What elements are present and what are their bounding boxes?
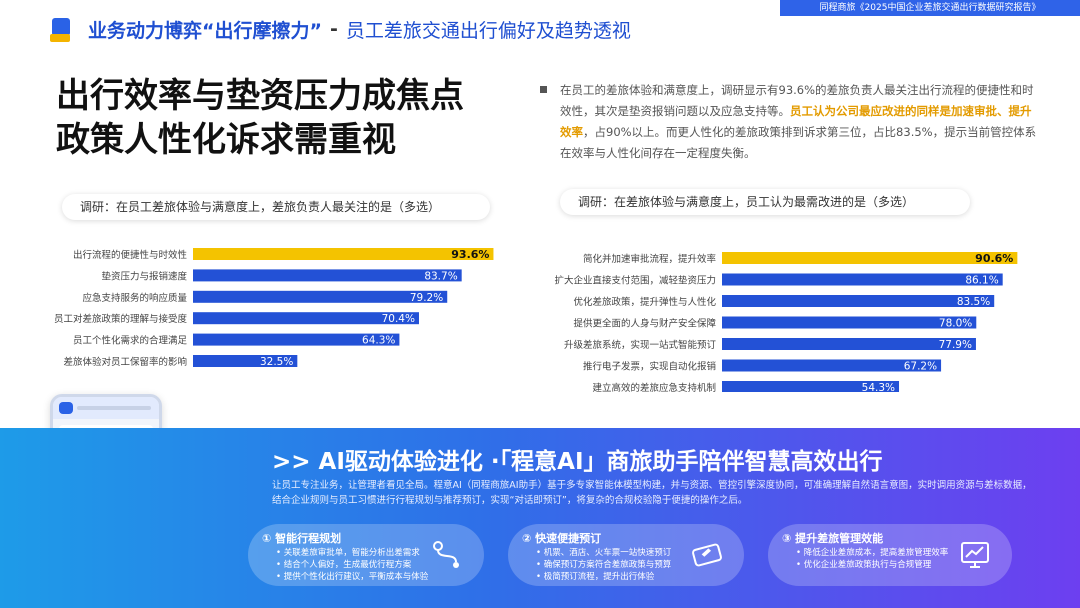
value-label: 83.5%	[957, 296, 990, 308]
chart-employee-improvements: 简化并加速审批流程，提升效率 90.6% 扩大企业直接支付范围，减轻垫资压力 86.1…	[554, 252, 1018, 392]
category-label: 提供更全面的人身与财产安全保障	[573, 318, 716, 330]
value-label: 83.7%	[424, 270, 457, 282]
value-label: 78.0%	[939, 318, 972, 330]
value-label: 54.3%	[862, 382, 895, 392]
bar	[722, 273, 1003, 286]
value-label: 70.4%	[382, 313, 415, 325]
survey-question-right: 调研：在差旅体验与满意度上，员工认为最需改进的是（多选）	[560, 189, 970, 215]
banner-description: 让员工专注业务，让管理者看见全局。程意AI（同程商旅AI助手）基于多专家智能体模…	[272, 480, 1032, 506]
feature-card-planning: ① 智能行程规划 关联差旅审批单，智能分析出差需求 结合个人偏好，生成最优行程方…	[248, 524, 484, 586]
value-label: 64.3%	[362, 335, 395, 347]
title-line-2: 政策人性化诉求需重视	[56, 120, 396, 160]
title-line-1: 出行效率与垫资压力成焦点	[56, 76, 464, 116]
bar	[193, 355, 298, 367]
value-label: 90.6%	[975, 252, 1013, 265]
intro-paragraph: 在员工的差旅体验和满意度上，调研显示有93.6%的差旅负责人最关注出行流程的便捷…	[540, 80, 1040, 164]
category-label: 建立高效的差旅应急支持机制	[592, 382, 716, 392]
bar	[722, 295, 995, 307]
bar	[193, 333, 400, 346]
card-item: 关联差旅审批单，智能分析出差需求	[276, 547, 428, 559]
chart-manager-focus: 出行流程的便捷性与时效性 93.6% 垫资压力与报销速度 83.7% 应急支持服务的响应…	[54, 248, 494, 368]
page-header: 业务动力博弈“出行摩擦力” - 员工差旅交通出行偏好及趋势透视	[50, 14, 631, 44]
robot-icon	[59, 402, 73, 414]
survey-question-left: 调研：在员工差旅体验与满意度上，差旅负责人最关注的是（多选）	[62, 194, 490, 220]
bar	[193, 312, 419, 325]
bar	[193, 269, 462, 282]
intro-text-1: 在员工的差旅体验和满意度上，调研显示有93.6%的差旅负责人最关注出行流程的便捷…	[560, 83, 1034, 118]
header-separator: -	[329, 18, 338, 40]
category-label: 垫资压力与报销速度	[101, 270, 187, 282]
value-label: 67.2%	[904, 361, 937, 373]
category-label: 员工个性化需求的合理满足	[73, 335, 188, 347]
card-item: 极简预订流程，提升出行体验	[536, 571, 671, 583]
bar	[722, 252, 1018, 264]
chart-monitor-icon	[961, 542, 989, 568]
ticket-icon	[692, 543, 722, 567]
card-item: 降低企业差旅成本，提高差旅管理效率	[796, 547, 949, 559]
category-label: 扩大企业直接支付范围，减轻垫资压力	[554, 275, 716, 287]
header-subtitle: 员工差旅交通出行偏好及趋势透视	[345, 19, 631, 42]
bar	[193, 248, 494, 260]
category-label: 出行流程的便捷性与时效性	[73, 249, 188, 261]
bar	[722, 338, 976, 350]
banner-title: >> AI驱动体验进化 ·「程意AI」商旅助手陪伴智慧高效出行	[272, 449, 883, 475]
feature-card-booking: ② 快速便捷预订 机票、酒店、火车票一站快速预订 确保预订方案符合差旅政策与预算…	[508, 524, 744, 586]
card-title: ③ 提升差旅管理效能	[782, 532, 884, 545]
category-label: 差旅体验对员工保留率的影响	[63, 356, 187, 368]
card-item: 结合个人偏好，生成最优行程方案	[276, 559, 428, 571]
card-title: ② 快速便捷预订	[522, 532, 602, 545]
card-item: 确保预订方案符合差旅政策与预算	[536, 559, 672, 571]
report-source-tag: 同程商旅《2025中国企业差旅交通出行数据研究报告》	[780, 0, 1080, 16]
feature-card-management: ③ 提升差旅管理效能 降低企业差旅成本，提高差旅管理效率 优化企业差旅政策执行与…	[768, 524, 1012, 586]
bar	[722, 359, 942, 372]
value-label: 77.9%	[939, 339, 972, 351]
value-label: 32.5%	[260, 356, 293, 368]
category-label: 升级差旅系统，实现一站式智能预订	[564, 339, 717, 351]
category-label: 应急支持服务的响应质量	[82, 292, 187, 304]
brand-logo-icon	[50, 16, 76, 42]
card-item: 优化企业差旅政策执行与合规管理	[796, 559, 948, 571]
header-main-title: 业务动力博弈“出行摩擦力”	[88, 19, 322, 42]
category-label: 员工对差旅政策的理解与接受度	[54, 313, 188, 325]
route-icon	[433, 541, 459, 568]
value-label: 86.1%	[965, 275, 998, 287]
ai-assistant-banner: >> AI驱动体验进化 ·「程意AI」商旅助手陪伴智慧高效出行 让员工专注业务，…	[0, 428, 1080, 608]
intro-text-2: ，占90%以上。而更人性化的差旅政策排到诉求第三位，占比83.5%，提示当前管控…	[560, 125, 1037, 160]
value-label: 93.6%	[451, 248, 489, 261]
category-label: 简化并加速审批流程，提升效率	[583, 253, 717, 265]
category-label: 优化差旅政策，提升弹性与人性化	[573, 296, 716, 308]
bar	[722, 316, 977, 329]
intro-highlight: 员工认为公司最应改进的同样是加速审批、提升效率	[560, 104, 1032, 139]
bar	[193, 290, 448, 303]
card-item: 机票、酒店、火车票一站快速预订	[536, 547, 672, 559]
value-label: 79.2%	[410, 292, 443, 304]
bar	[722, 381, 900, 392]
page-title: 出行效率与垫资压力成焦点 政策人性化诉求需重视	[56, 74, 464, 162]
card-title: ① 智能行程规划	[262, 532, 342, 545]
bullet-icon	[540, 86, 547, 93]
card-item: 提供个性化出行建议，平衡成本与体验	[276, 571, 429, 583]
category-label: 推行电子发票，实现自动化报销	[583, 361, 717, 373]
